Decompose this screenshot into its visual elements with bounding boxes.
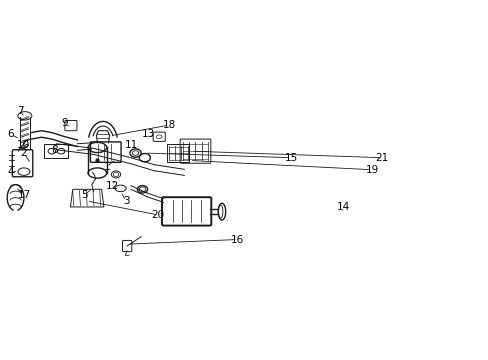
Text: 11: 11 [125,140,138,150]
Text: 21: 21 [374,153,388,163]
Text: 12: 12 [105,181,119,190]
Text: 17: 17 [17,190,31,200]
Text: 16: 16 [231,234,244,244]
Text: 5: 5 [81,190,87,200]
Text: 15: 15 [284,153,297,163]
Text: 3: 3 [122,196,129,206]
Text: 2: 2 [20,148,27,158]
Text: 18: 18 [162,120,175,130]
Text: 19: 19 [365,165,379,175]
Text: 14: 14 [337,202,350,212]
Text: 10: 10 [17,140,29,150]
Text: 20: 20 [151,210,164,220]
Text: 8: 8 [51,145,58,155]
Text: 7: 7 [17,106,23,116]
Text: 6: 6 [8,130,14,139]
Text: 4: 4 [8,167,14,177]
Text: 9: 9 [61,118,68,128]
Text: 13: 13 [142,130,155,139]
Text: 1: 1 [103,162,110,172]
